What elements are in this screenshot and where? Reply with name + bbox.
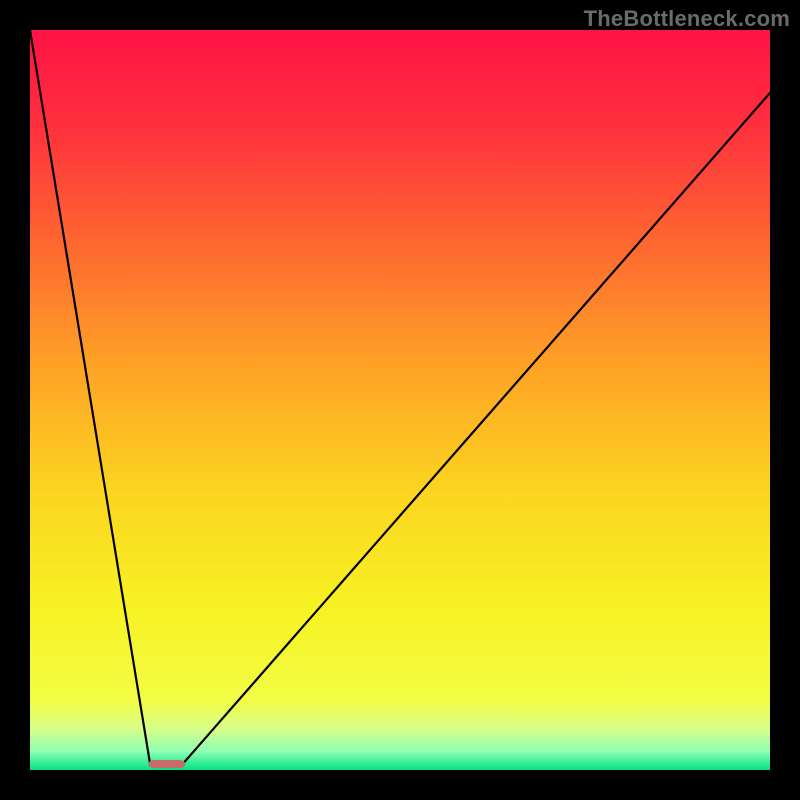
watermark-text: TheBottleneck.com [584,6,790,32]
valley-marker [148,760,185,768]
gradient-plot-area [30,30,770,770]
bottleneck-chart [0,0,800,800]
chart-container: TheBottleneck.com [0,0,800,800]
